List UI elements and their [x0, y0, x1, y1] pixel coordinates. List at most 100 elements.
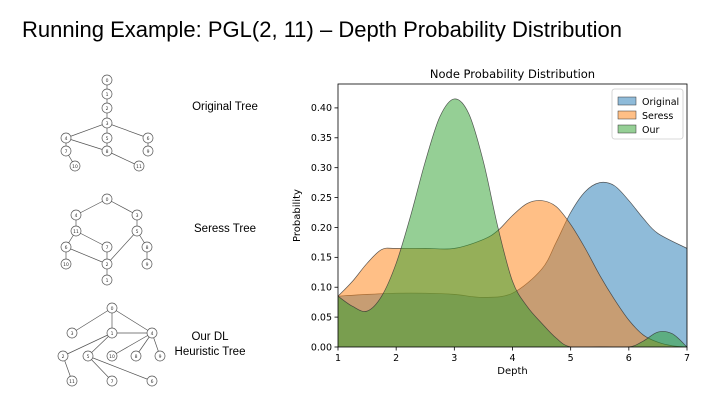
tree-node-label: 0	[111, 306, 114, 312]
tree-node	[131, 209, 143, 221]
tree-node	[141, 241, 153, 253]
tree-1: 0 4 3 11 5 6 7 8 10 2 9 1	[60, 193, 153, 286]
tree-node-label: 8	[135, 354, 138, 360]
tree-node	[66, 327, 78, 339]
tree-node	[60, 258, 72, 270]
tree-node	[101, 117, 113, 129]
tree-node	[130, 350, 142, 362]
tree-node	[106, 350, 118, 362]
tree-node	[60, 241, 72, 253]
tree-node-label: 6	[65, 245, 68, 251]
tree-node-label: 10	[72, 164, 78, 170]
tree-node	[142, 132, 154, 144]
tree-edge	[75, 198, 108, 216]
tree-node	[106, 302, 118, 314]
tree-label-our: Our DL Heuristic Tree	[170, 330, 250, 360]
tree-node	[106, 375, 118, 387]
tree-edge	[87, 332, 113, 357]
tree-node	[60, 132, 72, 144]
x-axis-label: Depth	[497, 366, 527, 377]
tree-node-label: 2	[106, 262, 109, 268]
tree-edge	[111, 332, 153, 357]
tree-edge	[87, 355, 113, 382]
tree-node-label: 3	[71, 331, 74, 337]
slide-title: Running Example: PGL(2, 11) – Depth Prob…	[22, 17, 623, 42]
tree-node-label: 5	[106, 136, 109, 142]
tree-node-label: 9	[146, 262, 149, 268]
tree-node-label: 4	[75, 213, 78, 219]
tree-edge	[106, 150, 140, 167]
tree-edge	[106, 230, 138, 265]
y-axis-label: Probability	[292, 189, 303, 242]
tree-node	[69, 160, 81, 172]
x-tick-label: 2	[393, 353, 399, 364]
tree-node-label: 10	[109, 354, 115, 360]
y-tick-label: 0.35	[311, 133, 332, 144]
tree-node	[133, 160, 145, 172]
tree-node	[101, 241, 113, 253]
legend-label-original: Original	[642, 97, 679, 108]
tree-node-label: 0	[106, 78, 109, 84]
y-tick-label: 0.40	[311, 103, 332, 114]
tree-node	[146, 375, 158, 387]
y-tick-label: 0.20	[311, 223, 332, 234]
tree-node-label: 6	[147, 136, 150, 142]
tree-node-label: 7	[111, 379, 114, 385]
tree-node	[82, 350, 94, 362]
y-tick-label: 0.15	[311, 253, 332, 264]
tree-node	[70, 209, 82, 221]
tree-node-label: 3	[106, 121, 109, 127]
series-line-our	[338, 98, 687, 347]
tree-edge	[65, 122, 108, 139]
x-tick-label: 1	[335, 353, 341, 364]
tree-node-label: 10	[63, 262, 69, 268]
tree-node	[101, 88, 113, 100]
tree-node-label: 9	[159, 354, 162, 360]
tree-label-our-text: Our DL Heuristic Tree	[174, 331, 246, 358]
tree-node	[101, 274, 113, 286]
tree-node	[106, 327, 118, 339]
tree-node-label: 0	[106, 197, 109, 203]
tree-node-label: 7	[106, 245, 109, 251]
tree-node	[142, 145, 154, 157]
tree-node	[101, 102, 113, 114]
tree-node-label: 8	[146, 245, 149, 251]
tree-edge	[65, 137, 108, 152]
chart-title: Node Probability Distribution	[430, 67, 595, 81]
y-tick-label: 0.00	[311, 342, 332, 353]
tree-edge	[111, 307, 153, 334]
tree-edge	[87, 355, 153, 382]
tree-node-label: 4	[151, 331, 154, 337]
tree-node-label: 1	[106, 92, 109, 98]
tree-node	[141, 258, 153, 270]
tree-node	[60, 145, 72, 157]
tree-edge	[106, 198, 138, 216]
tree-node	[66, 375, 78, 387]
series-line-seress	[338, 200, 687, 347]
x-tick-label: 4	[509, 353, 515, 364]
tree-edge	[106, 122, 149, 139]
legend-swatch-original	[617, 96, 637, 106]
plot-areas	[338, 98, 687, 347]
tree-node	[101, 258, 113, 270]
tree-node-label: 3	[136, 213, 139, 219]
tree-node	[101, 132, 113, 144]
tree-node-label: 11	[136, 164, 142, 170]
y-tick-label: 0.25	[311, 193, 332, 204]
tree-node-label: 6	[151, 379, 154, 385]
tree-2: 0 3 1 4 2 5 10 8 9 11 7 6	[57, 302, 166, 387]
tree-node-label: 1	[111, 331, 114, 337]
tree-node	[131, 225, 143, 237]
legend-swatch-our	[617, 124, 637, 134]
tree-edge	[65, 246, 108, 265]
y-tick-label: 0.30	[311, 163, 332, 174]
x-tick-label: 5	[568, 353, 574, 364]
tree-node	[154, 350, 166, 362]
tree-node	[101, 193, 113, 205]
tree-label-original: Original Tree	[192, 101, 258, 113]
legend-label-our: Our	[642, 125, 659, 136]
legend-swatch-seress	[617, 110, 637, 120]
tree-edge	[62, 332, 113, 357]
tree-node-label: 7	[65, 149, 68, 155]
legend-label-seress: Seress	[642, 111, 673, 122]
